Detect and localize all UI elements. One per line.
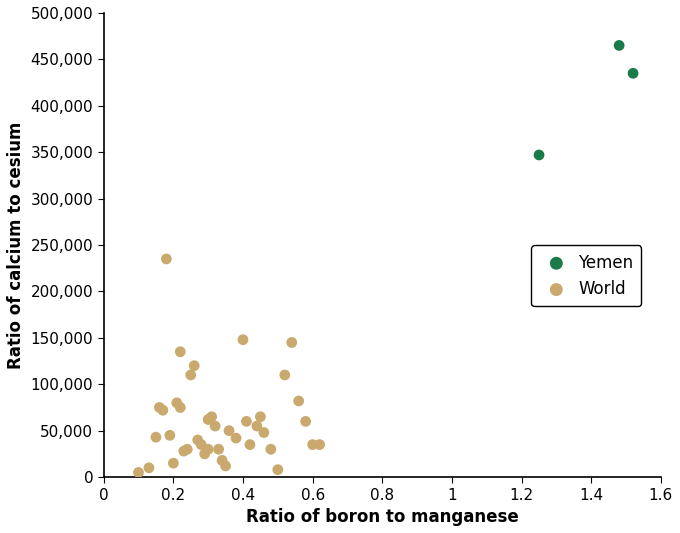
Y-axis label: Ratio of calcium to cesium: Ratio of calcium to cesium xyxy=(7,122,25,369)
World xyxy=(252,422,262,430)
World xyxy=(255,413,266,421)
Legend: Yemen, World: Yemen, World xyxy=(531,245,641,306)
World xyxy=(171,399,182,407)
World xyxy=(293,397,304,405)
World xyxy=(133,468,144,477)
World xyxy=(301,417,311,426)
World xyxy=(154,403,165,411)
World xyxy=(241,417,252,426)
World xyxy=(307,440,318,449)
World xyxy=(209,422,220,430)
World xyxy=(189,361,200,370)
World xyxy=(279,371,290,379)
World xyxy=(203,445,214,454)
World xyxy=(175,348,186,356)
World xyxy=(185,371,196,379)
World xyxy=(150,433,161,441)
World xyxy=(314,440,325,449)
World xyxy=(168,459,179,467)
Yemen xyxy=(613,41,624,50)
World xyxy=(165,431,175,440)
World xyxy=(217,456,228,465)
World xyxy=(199,450,210,458)
World xyxy=(143,464,154,472)
World xyxy=(220,462,231,470)
X-axis label: Ratio of boron to manganese: Ratio of boron to manganese xyxy=(246,508,519,526)
World xyxy=(196,440,207,449)
World xyxy=(231,434,241,442)
World xyxy=(182,445,192,454)
Yemen xyxy=(534,151,545,159)
World xyxy=(192,435,203,444)
World xyxy=(237,335,248,344)
World xyxy=(224,426,235,435)
World xyxy=(273,465,284,474)
World xyxy=(245,440,256,449)
World xyxy=(206,413,217,421)
World xyxy=(265,445,276,454)
World xyxy=(178,447,189,455)
World xyxy=(158,406,169,415)
World xyxy=(175,403,186,411)
World xyxy=(258,428,269,437)
World xyxy=(203,415,214,424)
World xyxy=(213,445,224,454)
World xyxy=(286,338,297,347)
World xyxy=(161,255,172,263)
Yemen xyxy=(628,69,639,77)
